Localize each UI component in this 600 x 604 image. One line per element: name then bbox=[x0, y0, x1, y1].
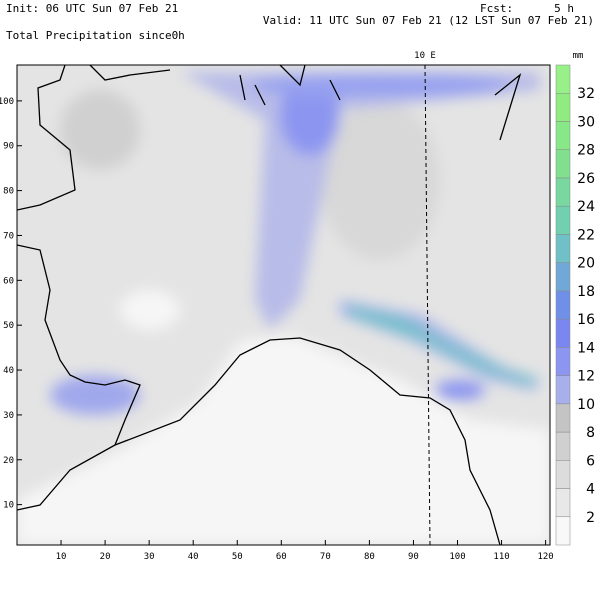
y-tick-label: 80 bbox=[3, 187, 14, 197]
colorbar-label: 14 bbox=[577, 340, 595, 356]
colorbar-label: 20 bbox=[577, 256, 595, 272]
y-tick-label: 100 bbox=[0, 97, 14, 107]
x-tick-label: 100 bbox=[449, 552, 465, 562]
colorbar-bin bbox=[555, 177, 571, 207]
colorbar-bin bbox=[555, 431, 571, 461]
x-tick-label: 50 bbox=[232, 552, 243, 562]
y-tick-label: 70 bbox=[3, 231, 14, 241]
x-tick-label: 120 bbox=[537, 552, 553, 562]
x-tick-label: 40 bbox=[188, 552, 199, 562]
x-tick-label: 90 bbox=[408, 552, 419, 562]
x-tick-label: 70 bbox=[320, 552, 331, 562]
colorbar-label: 28 bbox=[577, 143, 595, 159]
colorbar-bin bbox=[555, 403, 571, 433]
colorbar-label: 18 bbox=[577, 284, 595, 300]
fcst-label: Fcst: bbox=[480, 2, 513, 15]
colorbar-bin bbox=[555, 516, 571, 546]
colorbar-bin bbox=[555, 488, 571, 518]
y-tick-label: 90 bbox=[3, 142, 14, 152]
x-tick-label: 110 bbox=[493, 552, 509, 562]
map-area bbox=[17, 65, 550, 545]
colorbar-label: 8 bbox=[586, 425, 595, 441]
y-tick-label: 40 bbox=[3, 366, 14, 376]
colorbar-bin bbox=[555, 121, 571, 150]
colorbar-bin bbox=[555, 347, 571, 376]
y-tick-label: 20 bbox=[3, 456, 14, 466]
colorbar-bin bbox=[555, 234, 571, 263]
colorbar-bin bbox=[555, 149, 571, 179]
colorbar-label: 10 bbox=[577, 397, 595, 413]
y-tick-label: 10 bbox=[3, 501, 14, 511]
meridian-label: 10 E bbox=[414, 51, 436, 61]
x-tick-label: 60 bbox=[276, 552, 287, 562]
x-tick-label: 10 bbox=[56, 552, 67, 562]
colorbar-label: 32 bbox=[577, 86, 595, 102]
colorbar-bin bbox=[555, 290, 571, 320]
colorbar-bin bbox=[555, 318, 571, 348]
valid-text: Valid: 11 UTC Sun 07 Feb 21 (12 LST Sun … bbox=[263, 14, 594, 27]
colorbar-label: 24 bbox=[577, 199, 595, 215]
colorbar-label: 30 bbox=[577, 114, 595, 130]
coastlines bbox=[17, 65, 522, 545]
colorbar-label: 2 bbox=[586, 510, 595, 526]
precip-field bbox=[17, 72, 550, 545]
colorbar-bin bbox=[555, 262, 571, 292]
map-frame bbox=[16, 64, 551, 546]
x-tick-label: 20 bbox=[100, 552, 111, 562]
fcst-value: 5 h bbox=[554, 2, 574, 15]
colorbar-bin bbox=[555, 64, 571, 94]
colorbar-bin bbox=[555, 92, 571, 122]
y-tick-label: 30 bbox=[3, 411, 14, 421]
field-text: Total Precipitation since0h bbox=[6, 29, 185, 42]
colorbar-label: 22 bbox=[577, 227, 595, 243]
colorbar-bin bbox=[555, 460, 571, 489]
colorbar-label: 12 bbox=[577, 369, 595, 385]
y-tick-label: 60 bbox=[3, 276, 14, 286]
meridian-line bbox=[424, 64, 431, 546]
colorbar-unit: mm bbox=[573, 51, 584, 61]
x-tick-label: 30 bbox=[144, 552, 155, 562]
y-tick-label: 50 bbox=[3, 321, 14, 331]
colorbar-label: 4 bbox=[586, 482, 595, 498]
colorbar-bin bbox=[555, 205, 571, 235]
colorbar-bin bbox=[555, 375, 571, 405]
x-tick-label: 80 bbox=[364, 552, 375, 562]
colorbar-label: 6 bbox=[586, 453, 595, 469]
colorbar-label: 26 bbox=[577, 171, 595, 187]
colorbar-label: 16 bbox=[577, 312, 595, 328]
init-text: Init: 06 UTC Sun 07 Feb 21 bbox=[6, 2, 178, 15]
